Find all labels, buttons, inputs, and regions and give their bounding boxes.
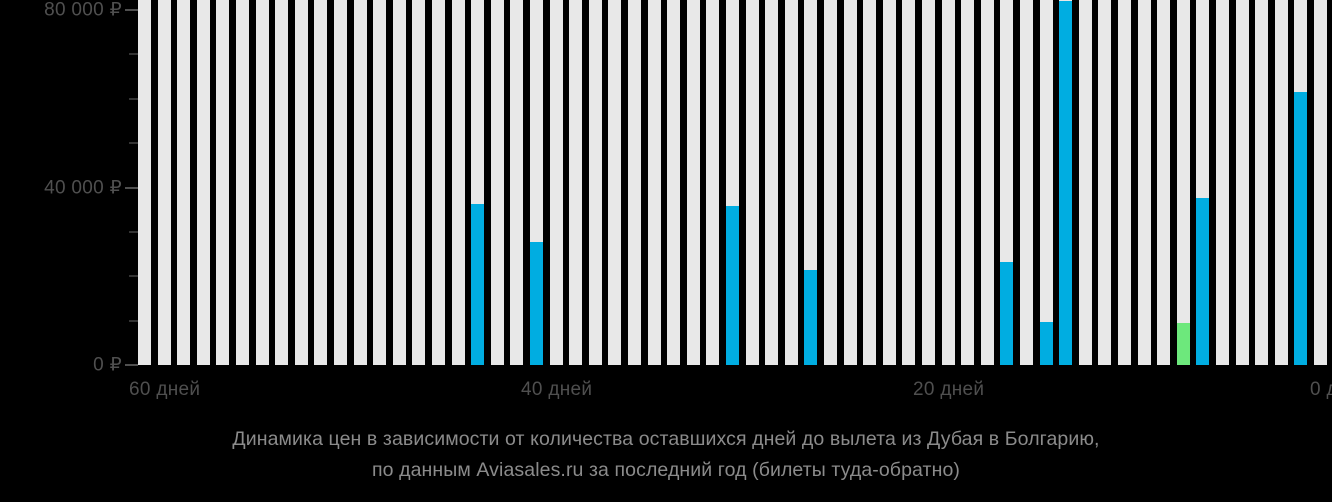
y-axis-minor-tick	[129, 53, 138, 56]
chart-column[interactable]	[216, 0, 229, 365]
chart-column[interactable]	[373, 0, 386, 365]
chart-column[interactable]	[275, 0, 288, 365]
y-axis-minor-tick	[129, 230, 138, 233]
chart-column[interactable]	[1275, 0, 1288, 365]
price-bar[interactable]	[1040, 321, 1053, 365]
chart-column[interactable]	[942, 0, 955, 365]
chart-column[interactable]	[1177, 0, 1190, 365]
plot-area	[138, 0, 1332, 365]
chart-column[interactable]	[844, 0, 857, 365]
y-axis-minor-tick	[129, 142, 138, 145]
chart-column[interactable]	[961, 0, 974, 365]
chart-column[interactable]	[1098, 0, 1111, 365]
chart-column[interactable]	[177, 0, 190, 365]
price-bar[interactable]	[726, 205, 739, 365]
chart-column[interactable]	[432, 0, 445, 365]
chart-column[interactable]	[883, 0, 896, 365]
chart-column[interactable]	[334, 0, 347, 365]
chart-column[interactable]	[687, 0, 700, 365]
chart-column[interactable]	[1157, 0, 1170, 365]
chart-column[interactable]	[138, 0, 151, 365]
chart-column[interactable]	[569, 0, 582, 365]
chart-column[interactable]	[1216, 0, 1229, 365]
price-bar[interactable]	[1000, 261, 1013, 365]
y-axis-tick-mark	[125, 9, 138, 11]
chart-column[interactable]	[1118, 0, 1131, 365]
y-axis-minor-tick	[129, 319, 138, 322]
price-bar[interactable]	[1196, 197, 1209, 365]
chart-column[interactable]	[589, 0, 602, 365]
chart-column[interactable]	[765, 0, 778, 365]
price-bar[interactable]	[804, 269, 817, 365]
caption-line-1: Динамика цен в зависимости от количества…	[232, 428, 1100, 450]
chart-caption: Динамика цен в зависимости от количества…	[0, 424, 1332, 486]
price-bar[interactable]	[1059, 1, 1072, 365]
x-axis-tick-label: 0 дней	[1310, 379, 1332, 400]
price-bar[interactable]	[471, 203, 484, 365]
y-axis-minor-tick	[129, 275, 138, 278]
chart-column[interactable]	[1255, 0, 1268, 365]
chart-column[interactable]	[706, 0, 719, 365]
y-axis-minor-tick	[129, 97, 138, 100]
chart-column[interactable]	[1079, 0, 1092, 365]
chart-column[interactable]	[550, 0, 563, 365]
chart-column[interactable]	[354, 0, 367, 365]
chart-column[interactable]	[236, 0, 249, 365]
chart-column[interactable]	[412, 0, 425, 365]
chart-column[interactable]	[902, 0, 915, 365]
chart-column[interactable]	[491, 0, 504, 365]
chart-column[interactable]	[746, 0, 759, 365]
chart-column[interactable]	[1236, 0, 1249, 365]
chart-column[interactable]	[158, 0, 171, 365]
chart-column[interactable]	[608, 0, 621, 365]
chart-column[interactable]	[510, 0, 523, 365]
y-axis: 0 ₽ 40 000 ₽ 80 000 ₽	[0, 0, 138, 376]
price-bar-highlight[interactable]	[1177, 322, 1190, 365]
chart-column[interactable]	[863, 0, 876, 365]
chart-column[interactable]	[393, 0, 406, 365]
chart-column[interactable]	[648, 0, 661, 365]
price-bar[interactable]	[1294, 91, 1307, 365]
price-bar[interactable]	[530, 241, 543, 365]
chart-column[interactable]	[667, 0, 680, 365]
x-axis-tick-label: 60 дней	[129, 379, 201, 400]
chart-column[interactable]	[1020, 0, 1033, 365]
x-axis: 60 дней 40 дней 20 дней 0 дней	[0, 365, 1332, 415]
chart-column[interactable]	[256, 0, 269, 365]
chart-column[interactable]	[1040, 0, 1053, 365]
caption-line-2: по данным Aviasales.ru за последний год …	[372, 459, 960, 481]
chart-column[interactable]	[824, 0, 837, 365]
chart-column[interactable]	[981, 0, 994, 365]
chart-column[interactable]	[452, 0, 465, 365]
chart-column[interactable]	[628, 0, 641, 365]
y-axis-tick-mark	[125, 364, 138, 366]
chart-column[interactable]	[314, 0, 327, 365]
chart-column[interactable]	[295, 0, 308, 365]
chart-column[interactable]	[197, 0, 210, 365]
y-axis-tick-label: 0 ₽	[93, 354, 122, 376]
chart-column[interactable]	[922, 0, 935, 365]
chart-column[interactable]	[1138, 0, 1151, 365]
y-axis-tick-mark	[125, 186, 138, 189]
x-axis-tick-label: 40 дней	[521, 379, 593, 400]
chart-column[interactable]	[1314, 0, 1327, 365]
chart-column[interactable]	[785, 0, 798, 365]
x-axis-tick-label: 20 дней	[913, 379, 985, 400]
y-axis-tick-label: 40 000 ₽	[44, 177, 122, 198]
y-axis-tick-label: 80 000 ₽	[44, 0, 122, 21]
